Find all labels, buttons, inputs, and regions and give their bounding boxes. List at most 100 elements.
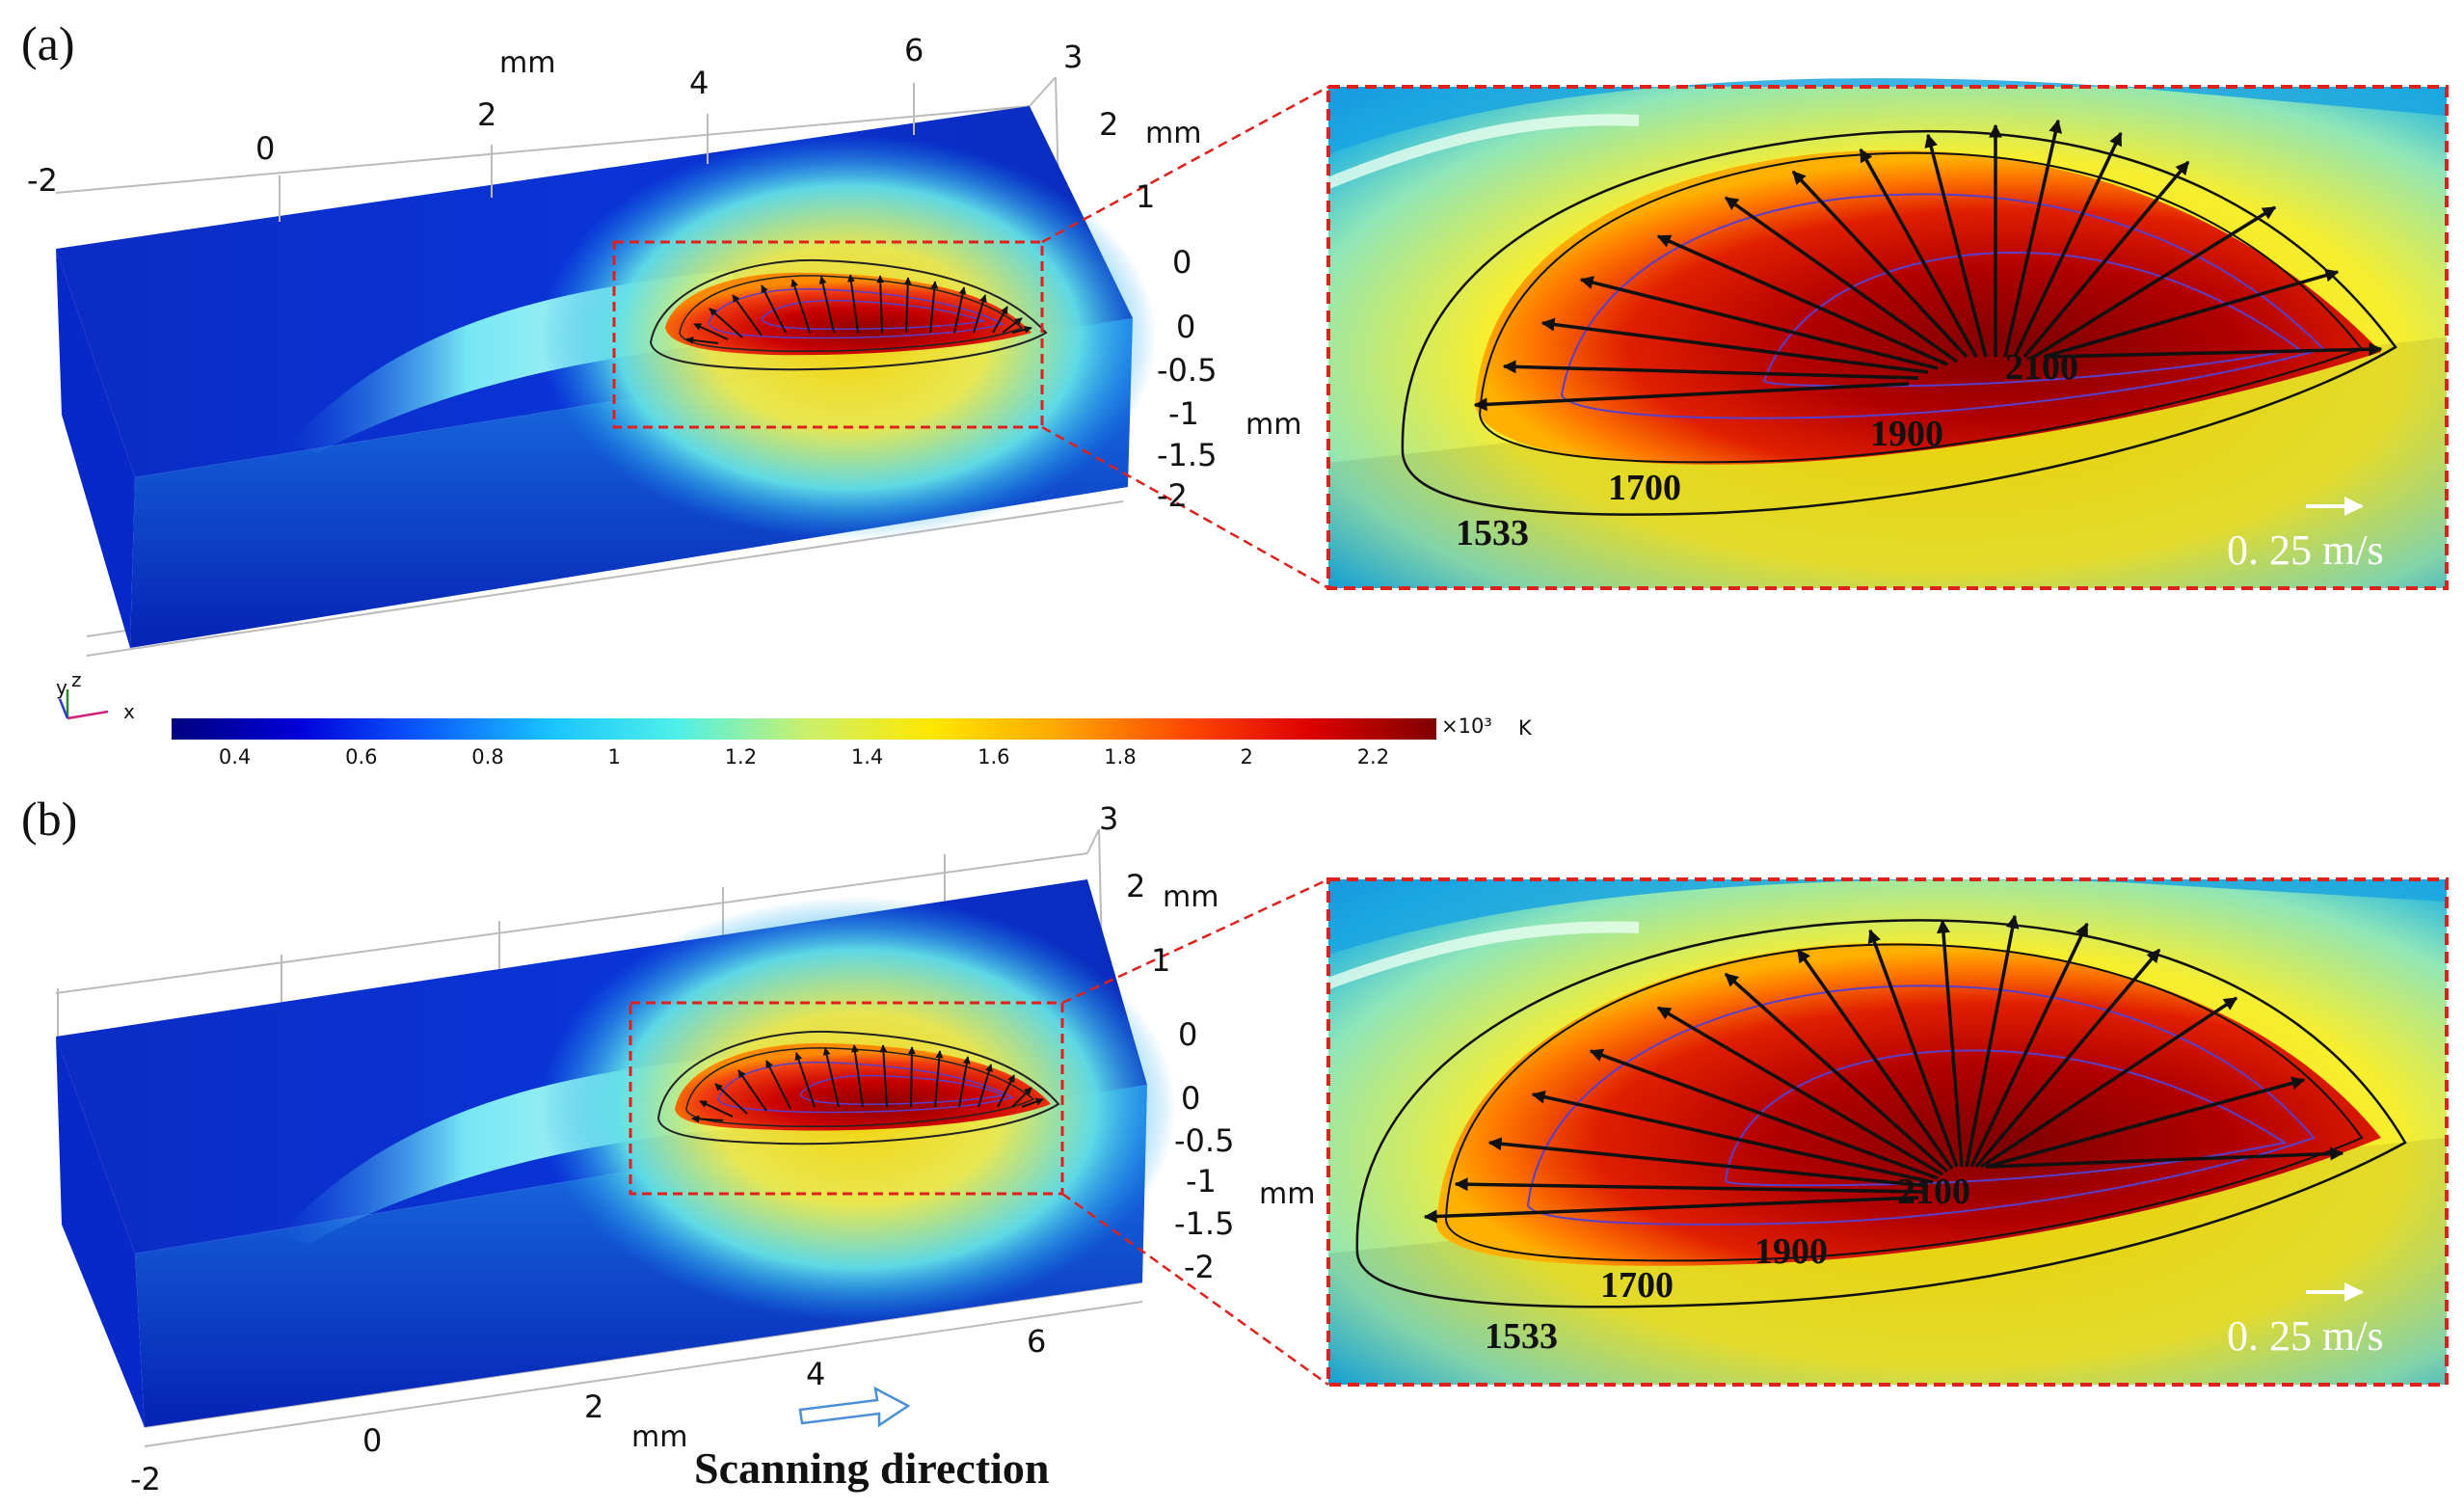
- colorbar-multiplier: ×10³: [1441, 715, 1492, 738]
- panel-b-width-tick: 0: [1178, 1016, 1197, 1053]
- panel-b-connector-bottom: [1061, 1192, 1329, 1387]
- triad-z-label: z: [71, 668, 82, 691]
- panel-a-connector-bottom: [1041, 425, 1329, 590]
- panel-b-depth-tick: -1.5: [1174, 1205, 1234, 1242]
- panel-b-inset-contours: [1355, 919, 2407, 1308]
- triad-x-line: [67, 710, 109, 720]
- colorbar-tick-label: 0.4: [219, 745, 251, 768]
- panel-b-inset-velocity-arrows: [1423, 914, 2344, 1224]
- panel-a-top-axis-unit: mm: [499, 46, 555, 80]
- panel-a-depth-axis-ticks: 0 -0.5 -1 -1.5 -2: [1157, 309, 1217, 514]
- colorbar-tick-label: 1.8: [1104, 745, 1136, 768]
- panel-b-contours: [656, 1030, 1060, 1146]
- contour-2100: [1724, 1049, 2288, 1187]
- panel-a-width-axis-ticks: 3 2 1 0: [1063, 39, 1192, 281]
- panel-a-top-axis-ticks: -2 0 2 4 6: [27, 32, 924, 199]
- panel-b-contour-label-1700: 1700: [1600, 1265, 1674, 1306]
- panel-b-inset-top-band: [1328, 879, 2447, 955]
- panel-a-connector-top: [1041, 85, 1329, 244]
- panel-b-bottom-tick: 4: [806, 1356, 825, 1392]
- panel-b-depth-tick: -0.5: [1174, 1122, 1234, 1159]
- panel-b-depth-tick: -1: [1186, 1163, 1217, 1200]
- panel-b-inset-track-edge: [1326, 921, 1640, 989]
- panel-b-width-axis-ticks: 3 2 1 0: [1099, 800, 1197, 1053]
- panel-a-contour-label-1900: 1900: [1870, 414, 1943, 454]
- colorbar-tick-label: 1.6: [978, 745, 1009, 768]
- panel-a-top-tick: -2: [27, 162, 58, 199]
- colorbar-tick-label: 0.6: [345, 745, 377, 768]
- colorbar: 0.4 0.6 0.8 1 1.2 1.4 1.6 1.8 2 2.2 ×10³ K: [172, 715, 1533, 768]
- panel-b-bottom-axis-unit: mm: [631, 1420, 687, 1454]
- panel-a-width-tick: 3: [1063, 39, 1083, 75]
- panel-a-velocity-scale-label: 0. 25 m/s: [2227, 526, 2384, 574]
- panel-b-velocity-scale-label: 0. 25 m/s: [2227, 1312, 2384, 1360]
- panel-b: (b): [21, 792, 2449, 1497]
- panel-a-inset-velocity-arrows: [1473, 119, 2383, 412]
- panel-a-velocity-arrows: [685, 274, 1032, 344]
- panel-a-contour-label-2100: 2100: [2005, 347, 2078, 388]
- panel-b-bottom-tick: -2: [130, 1461, 161, 1497]
- panel-a-label: (a): [21, 16, 75, 70]
- colorbar-unit: K: [1518, 716, 1533, 740]
- panel-b-bottom-tick: 0: [362, 1422, 382, 1459]
- panel-a-width-tick: 2: [1099, 106, 1118, 143]
- panel-b-zoom-inset: 2100 1900 1700 1533 0. 25 m/s: [1326, 877, 2449, 1387]
- panel-a-top-tick: 0: [255, 130, 275, 167]
- panel-b-depth-axis-unit: mm: [1259, 1177, 1315, 1211]
- panel-a-inset-border: [1326, 85, 2449, 590]
- panel-b-zoom-box: [629, 1001, 1064, 1196]
- panel-a-inset-track-edge: [1326, 114, 1640, 189]
- panel-b-velocity-arrows: [691, 1044, 1044, 1123]
- panel-b-label: (b): [21, 792, 77, 846]
- contour-1700: [1444, 943, 2364, 1262]
- colorbar-tick-label: 0.8: [471, 745, 503, 768]
- panel-b-width-tick: 1: [1151, 942, 1170, 979]
- panel-a-width-axis-unit: mm: [1145, 117, 1201, 150]
- panel-b-contour-label-1533: 1533: [1485, 1316, 1558, 1357]
- panel-a-width-tick: 0: [1172, 244, 1192, 281]
- panel-b-bottom-axis-ticks: -2 0 2 4 6: [130, 1323, 1046, 1497]
- panel-a-top-tick: 4: [689, 65, 709, 101]
- panel-b-bottom-tick: 6: [1027, 1323, 1046, 1360]
- panel-b-contour-label-1900: 1900: [1754, 1231, 1828, 1272]
- panel-b-depth-tick: 0: [1181, 1080, 1200, 1117]
- scanning-direction-label: Scanning direction: [694, 1443, 1050, 1493]
- panel-a-melt-pool: [665, 272, 1031, 356]
- panel-b-contour-label-2100: 2100: [1897, 1172, 1970, 1212]
- triad-y-line: [58, 698, 69, 719]
- colorbar-tick-label: 2.2: [1357, 745, 1389, 768]
- panel-a-depth-tick: -0.5: [1157, 352, 1217, 389]
- axis-triad: x y z: [56, 668, 135, 723]
- panel-a-contour-label-1700: 1700: [1608, 468, 1681, 508]
- triad-x-label: x: [123, 700, 135, 723]
- colorbar-tick-label: 1.2: [725, 745, 757, 768]
- colorbar-tick-label: 1: [608, 745, 621, 768]
- panel-a-block-left: [56, 249, 135, 648]
- panel-a-zoom-inset: 2100 1900 1700 1533 0. 25 m/s: [1326, 78, 2449, 590]
- contour-1900: [1560, 193, 2325, 419]
- panel-a: (a): [21, 16, 2449, 657]
- panel-b-depth-axis-ticks: 0 -0.5 -1 -1.5 -2: [1174, 1080, 1234, 1285]
- triad-y-label: y: [56, 676, 67, 699]
- panel-a-depth-tick: 0: [1176, 309, 1195, 345]
- panel-a-depth-tick: -1: [1168, 395, 1199, 432]
- contour-1700: [1478, 151, 2364, 464]
- panel-a-top-tick: 2: [477, 96, 496, 133]
- colorbar-tick-label: 2: [1241, 745, 1253, 768]
- contour-1533: [1355, 919, 2407, 1308]
- contour-1533: [1401, 129, 2397, 516]
- panel-a-contour-label-1533: 1533: [1456, 513, 1529, 553]
- colorbar-gradient: [172, 718, 1436, 740]
- scanning-direction-arrow: [798, 1386, 911, 1428]
- panel-a-width-tick: 1: [1136, 178, 1155, 215]
- panel-b-width-tick: 2: [1126, 868, 1145, 904]
- panel-b-width-axis-unit: mm: [1163, 880, 1219, 914]
- panel-a-top-tick: 6: [904, 32, 924, 68]
- panel-a-top-tick-marks: [279, 83, 915, 222]
- colorbar-ticks: 0.4 0.6 0.8 1 1.2 1.4 1.6 1.8 2 2.2: [219, 745, 1389, 768]
- panel-b-depth-tick: -2: [1184, 1249, 1215, 1285]
- panel-a-depth-axis-unit: mm: [1245, 408, 1301, 442]
- panel-b-inset-border: [1326, 877, 2449, 1387]
- panel-b-block-left: [56, 1037, 145, 1427]
